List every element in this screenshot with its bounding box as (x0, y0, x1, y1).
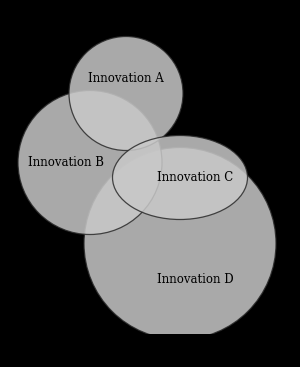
Text: Innovation C: Innovation C (157, 171, 233, 184)
Text: Innovation A: Innovation A (88, 72, 164, 85)
Ellipse shape (69, 36, 183, 150)
Ellipse shape (112, 135, 248, 219)
Text: Innovation D: Innovation D (157, 273, 233, 286)
Ellipse shape (84, 148, 276, 339)
Ellipse shape (18, 91, 162, 235)
Text: Innovation B: Innovation B (28, 156, 104, 169)
